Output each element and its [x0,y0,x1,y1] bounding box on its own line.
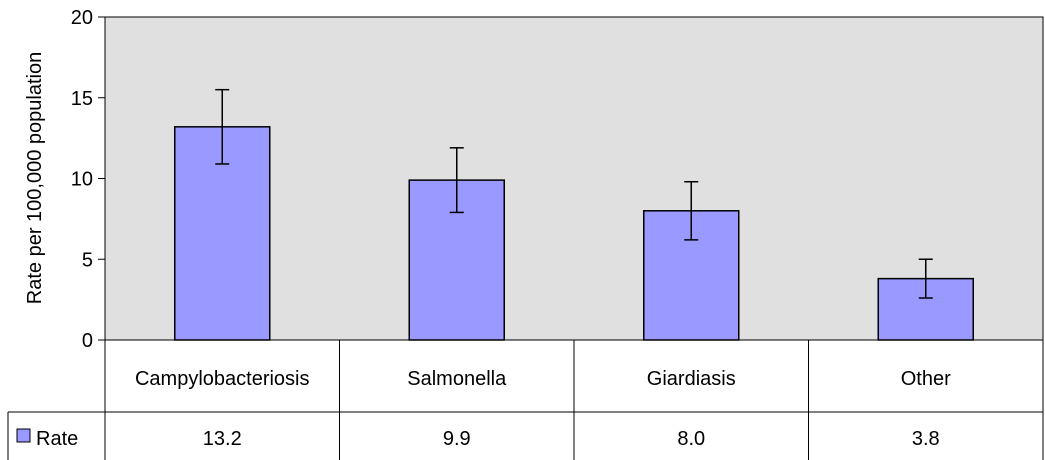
category-label: Salmonella [407,368,507,390]
y-tick-label: 15 [71,88,93,110]
category-label: Campylobacteriosis [135,368,310,390]
bars [174,126,974,341]
legend-swatch [16,428,31,443]
error-bar [449,147,464,214]
error-bars [215,88,933,299]
value-label: 3.8 [912,428,940,450]
error-bar [918,258,933,299]
value-label: 9.9 [443,428,471,450]
category-label: Giardiasis [647,368,736,390]
y-axis-label: Rate per 100,000 population [24,52,46,304]
category-label: Other [901,368,951,390]
data-table: Campylobacteriosis 13.2 Salmonella 9.9 Giard… [7,340,1044,460]
y-tick-label: 0 [82,330,93,352]
value-label: 13.2 [203,428,242,450]
y-tick-label: 20 [71,7,93,29]
error-bar [215,88,230,165]
error-bar [684,180,699,241]
bar-campylobacteriosis [174,126,271,341]
value-label: 8.0 [677,428,705,450]
y-axis-ticks: 0 5 10 15 20 [71,7,105,352]
y-tick-label: 5 [82,249,93,271]
y-tick-label: 10 [71,169,93,191]
legend-label: Rate [36,428,78,450]
